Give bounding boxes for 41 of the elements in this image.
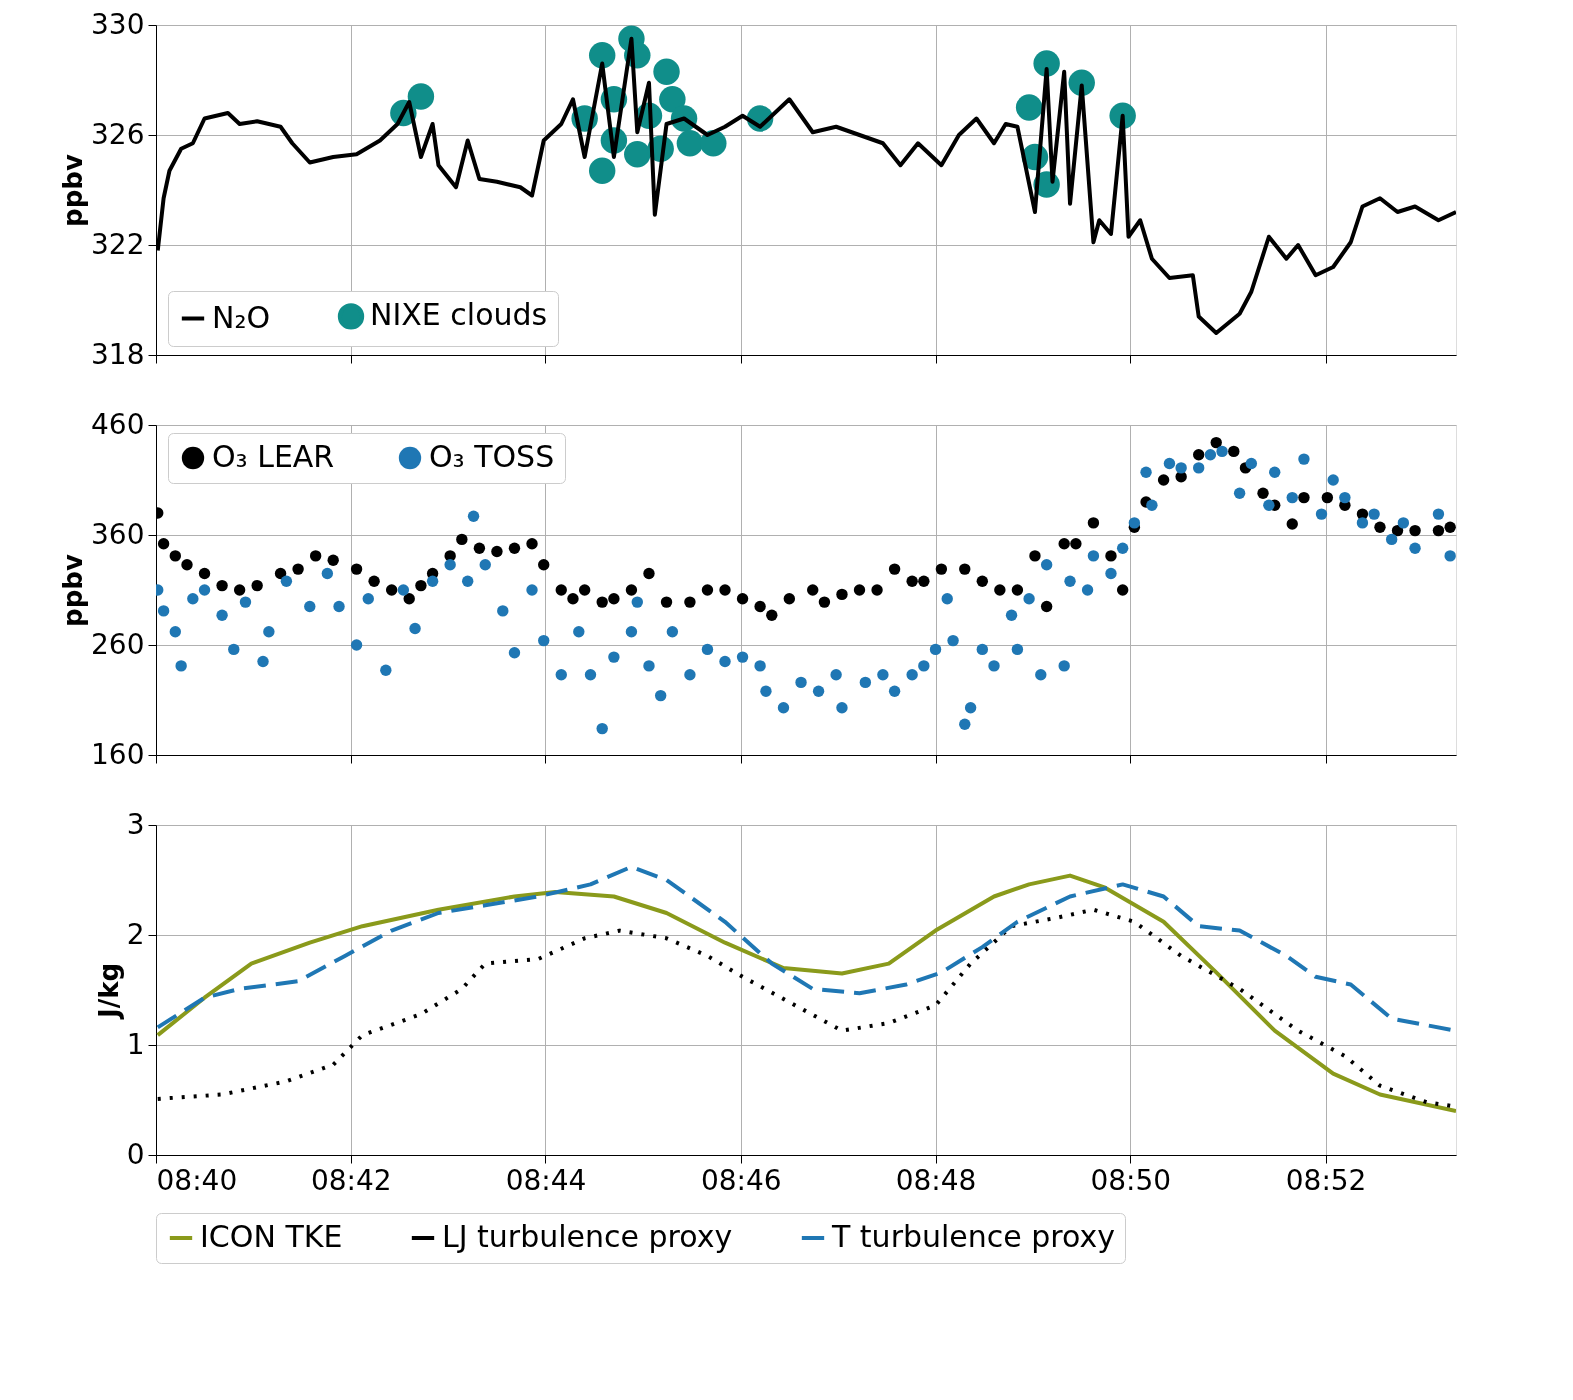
legend-label: N₂O [212, 299, 271, 335]
point [659, 86, 686, 113]
point [588, 42, 616, 69]
x-tick-label: 08:52 [1285, 1163, 1367, 1197]
x-tick-label: 08:44 [505, 1163, 587, 1197]
point [700, 130, 727, 157]
y-tick-label: 330 [91, 7, 145, 41]
x-tick-label: 08:48 [895, 1163, 977, 1197]
x-tick-label: 08:42 [310, 1163, 392, 1197]
y-tick-label: 460 [91, 407, 145, 441]
legend-label: ICON TKE [200, 1219, 343, 1254]
y-tick-label: 2 [126, 917, 145, 951]
point [1068, 69, 1095, 96]
point [624, 141, 651, 168]
line-series [156, 873, 1456, 1113]
legend-label: NIXE clouds [370, 297, 548, 333]
y-axis-title: ppbv [58, 554, 89, 627]
y-tick-label: 1 [126, 1027, 145, 1061]
point [1033, 50, 1060, 77]
point [676, 130, 704, 157]
y-axis-title: ppbv [58, 154, 89, 227]
y-tick-label: 3 [126, 807, 145, 841]
y-axis-title: J/kg [93, 962, 124, 1021]
point [407, 83, 435, 110]
y-tick-label: 260 [91, 627, 145, 661]
y-tick-label: 0 [126, 1137, 145, 1171]
y-tick-label: 318 [91, 337, 145, 371]
y-tick-label: 360 [91, 517, 145, 551]
x-tick-label: 08:50 [1090, 1163, 1172, 1197]
point [588, 157, 616, 184]
point [1015, 94, 1043, 121]
x-tick-label: 08:46 [700, 1163, 782, 1197]
legend-label: T turbulence proxy [831, 1219, 1115, 1254]
y-tick-label: 326 [91, 117, 145, 151]
legend-label: LJ turbulence proxy [442, 1219, 733, 1254]
x-tick-label: 08:40 [156, 1163, 238, 1197]
y-tick-label: 322 [91, 227, 145, 261]
legend-label: O₃ LEAR [212, 439, 335, 474]
legend-label: O₃ TOSS [429, 439, 555, 474]
point [653, 58, 680, 85]
y-tick-label: 160 [91, 737, 145, 771]
